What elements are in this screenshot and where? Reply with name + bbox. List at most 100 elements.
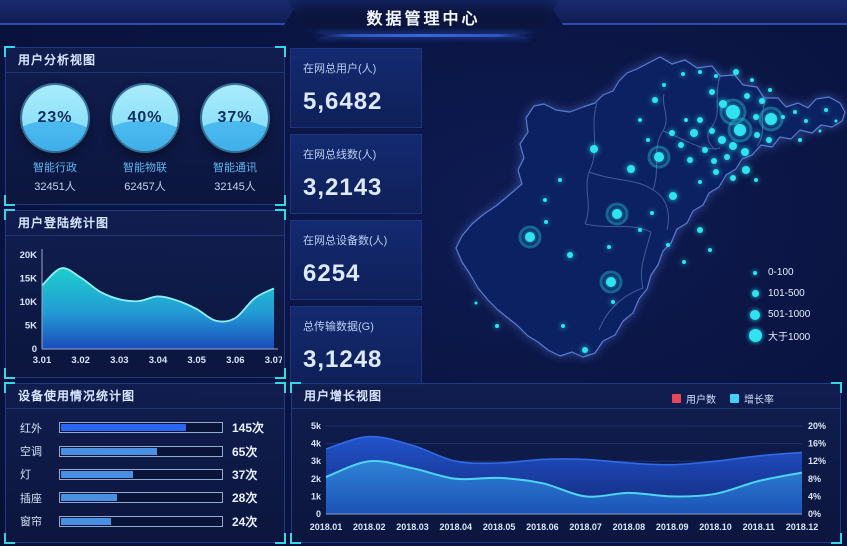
svg-text:2k: 2k [311,474,322,484]
bar-value: 37次 [232,467,258,482]
svg-text:2018.08: 2018.08 [613,522,646,532]
legend-dot-large [750,309,760,320]
map-legend-row[interactable]: 101-500 [742,283,810,304]
stat-value: 3,2143 [303,174,383,201]
panel-title-user-growth: 用户增长视图 [292,384,840,409]
stat-card-total-users: 在网总用户(人) 5,6482 [290,48,422,128]
gauge-name: 智能通讯 [213,162,257,174]
page-title-block: 数据管理中心 [287,0,560,33]
bar-label: 灯 [20,469,31,482]
svg-text:2018.10: 2018.10 [699,522,732,532]
bar-value: 24次 [232,514,258,529]
liquid-gauge: 40% [112,85,178,151]
bar-fill [61,424,186,432]
stat-value: 3,1248 [303,346,383,373]
svg-text:5k: 5k [311,421,322,431]
gauge-percent: 23% [37,109,73,126]
gauge-percent: 40% [127,109,163,126]
svg-text:16%: 16% [808,439,826,449]
map-bubbles [474,69,838,353]
bar-fill [61,494,117,502]
svg-text:5K: 5K [25,321,37,332]
panel-device-usage: 设备使用情况统计图 红外 145次 空调 65次 灯 37次 插座 28次 [4,382,286,544]
bar-value: 28次 [232,491,258,506]
stat-label: 在网总线数(人) [303,149,377,161]
bar-row-light: 灯 37次 [20,466,270,483]
bar-track [59,468,223,480]
svg-text:10K: 10K [20,297,38,308]
region-bubble-map [455,56,846,358]
bar-row-curtain: 窗帘 24次 [20,513,270,530]
svg-text:3.06: 3.06 [226,355,245,366]
svg-text:3.07: 3.07 [265,355,282,366]
header-left-decoration [0,0,300,25]
gauge-count: 62457人 [124,181,166,193]
stat-value: 5,6482 [303,88,383,115]
bar-label: 窗帘 [20,516,42,529]
bar-row-socket: 插座 28次 [20,489,270,506]
bar-row-ac: 空调 65次 [20,443,270,460]
svg-text:2018.09: 2018.09 [656,522,689,532]
legend-item-users[interactable]: 用户数 [672,391,716,406]
login-area-chart: 0 5K 10K 15K 20K 3.01 3.02 3.03 3.04 3.05 3.06 3.07 [20,249,282,366]
liquid-gauge: 23% [22,85,88,151]
bar-label: 插座 [20,492,42,505]
map-legend-row[interactable]: 大于1000 [742,325,810,346]
bar-row-infrared: 红外 145次 [20,419,270,436]
svg-text:20K: 20K [20,250,38,261]
svg-text:2018.06: 2018.06 [526,522,559,532]
svg-text:15K: 15K [20,274,38,285]
province-outline [455,56,846,358]
growth-chart-legend: 用户数 增长率 [672,391,774,406]
svg-text:2018.04: 2018.04 [440,522,473,532]
liquid-gauge: 37% [202,85,268,151]
stat-label: 总传输数据(G) [303,321,374,333]
svg-text:3.01: 3.01 [33,355,52,366]
svg-text:3.05: 3.05 [187,355,206,366]
svg-text:2018.05: 2018.05 [483,522,516,532]
gauge-row: 23% 智能行政 32451人 40% 智能物联 62457人 37% 智能通讯… [6,73,284,194]
svg-text:3.04: 3.04 [149,355,168,366]
bar-value: 65次 [232,444,258,459]
stat-value: 6254 [303,260,361,287]
bar-track [59,492,223,504]
gauge-iot: 40% 智能物联 62457人 [102,85,188,194]
device-bar-chart: 红外 145次 空调 65次 灯 37次 插座 28次 窗帘 [6,409,284,542]
stat-card-total-online: 在网总线数(人) 3,2143 [290,134,422,214]
bar-fill [61,517,111,525]
svg-text:2018.11: 2018.11 [743,522,775,532]
map-legend: 0-100 101-500 501-1000 大于1000 [742,262,810,346]
header-underline-decoration [318,34,529,37]
svg-text:0%: 0% [808,509,821,519]
map-legend-row[interactable]: 0-100 [742,262,810,283]
svg-text:2018.07: 2018.07 [569,522,602,532]
bar-value: 145次 [232,421,265,436]
gauge-comms: 37% 智能通讯 32145人 [192,85,278,194]
panel-title-device-usage: 设备使用情况统计图 [6,384,284,409]
bar-track [59,422,223,434]
gauge-name: 智能行政 [33,162,77,174]
growth-area-chart: 0 1k 2k 3k 4k 5k 0% 4% 8% 12% 16% 20% 2018.01 2018.02… [310,421,826,532]
legend-dot-small [753,270,757,275]
legend-item-growth-rate[interactable]: 增长率 [730,391,774,406]
svg-text:1k: 1k [311,491,322,501]
gauge-percent: 37% [217,109,253,126]
panel-login-stats: 用户登陆统计图 0 5K 10K 15K 20K 3.01 3.02 3.03 3.04 3.05… [4,209,286,379]
svg-text:2018.12: 2018.12 [786,522,819,532]
bar-track [59,445,223,457]
district-borders [584,75,767,331]
users-swatch-icon [672,394,681,403]
header-bar: 数据管理中心 [0,0,847,42]
page-title: 数据管理中心 [366,10,481,28]
map-legend-row[interactable]: 501-1000 [742,304,810,325]
svg-text:2018.02: 2018.02 [353,522,386,532]
gauge-count: 32451人 [34,181,76,193]
panel-user-growth: 用户增长视图 用户数 增长率 0 1k 2k 3k 4k 5k 0% 4% 8% 12% 16% 20… [290,382,842,544]
svg-text:3.03: 3.03 [110,355,129,366]
panel-title-login-stats: 用户登陆统计图 [6,211,284,236]
svg-text:20%: 20% [808,421,826,431]
gauge-count: 32145人 [214,181,256,193]
bar-label: 空调 [20,446,42,459]
bar-track [59,515,223,527]
